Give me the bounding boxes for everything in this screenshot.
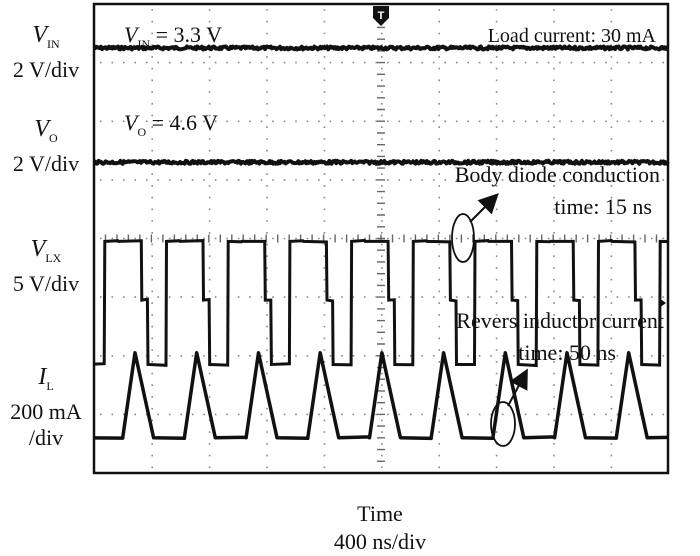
traces [93, 44, 670, 441]
x-axis-scale: 400 ns/div [333, 529, 427, 554]
x-axis-label: Time 400 ns/div [300, 500, 460, 556]
trigger-marker-label: T [378, 10, 385, 22]
channel-label-vo: VO 2 V/div [12, 116, 80, 176]
channel-label-vlx: VLX 5 V/div [12, 236, 80, 296]
level-marker-icon [659, 297, 666, 308]
trace-lx [94, 238, 668, 368]
body-diode-highlight [451, 213, 475, 263]
annotations: VIN = 3.3 V VO = 4.6 V Load current: 30 mA… [124, 6, 666, 447]
body-diode-arrow [469, 193, 499, 223]
grid-dots [100, 9, 665, 469]
load-current-label: Load current: 30 mA [488, 25, 657, 47]
annotation-reverse-current-line2: time: 50 ns [518, 340, 616, 365]
reverse-current-arrow [507, 368, 528, 407]
annotation-reverse-current-line1: Revers inductor current [456, 308, 664, 333]
channel-label-vin: VIN 2 V/div [12, 22, 80, 82]
annotation-body-diode-line1: Body diode conduction [455, 162, 660, 187]
trace-o [93, 158, 670, 166]
vin-level-label: VIN = 3.3 V [124, 22, 222, 51]
x-axis-title: Time [357, 501, 403, 526]
trace-in [93, 44, 669, 52]
channel-label-il: IL 200 mA /div [10, 364, 82, 450]
vo-level-label: VO = 4.6 V [124, 110, 218, 139]
reverse-current-highlight [490, 401, 516, 447]
trace-il [94, 351, 668, 441]
trigger-marker: T [373, 6, 389, 26]
annotation-body-diode-line2: time: 15 ns [554, 194, 652, 219]
plot-frame [92, 2, 670, 475]
